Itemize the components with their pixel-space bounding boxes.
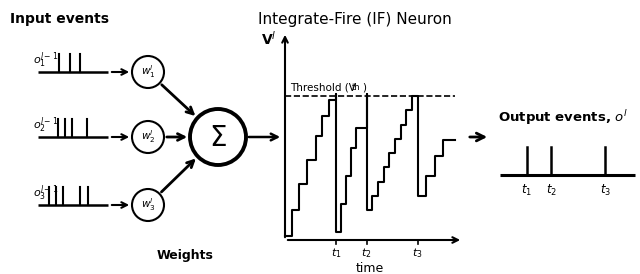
Text: th: th: [352, 83, 360, 92]
Text: $w_2^l$: $w_2^l$: [141, 129, 155, 145]
Text: Integrate-Fire (IF) Neuron: Integrate-Fire (IF) Neuron: [258, 12, 452, 27]
Text: $t_1$: $t_1$: [522, 183, 532, 198]
Text: ): ): [362, 82, 366, 92]
Text: $t_2$: $t_2$: [546, 183, 557, 198]
Text: $w_1^l$: $w_1^l$: [141, 64, 156, 80]
Text: $\Sigma$: $\Sigma$: [209, 124, 227, 152]
Text: $t_1$: $t_1$: [331, 246, 341, 260]
Circle shape: [132, 121, 164, 153]
Circle shape: [190, 109, 246, 165]
Text: $o_2^{l-1}$: $o_2^{l-1}$: [33, 115, 58, 135]
Text: $w_3^l$: $w_3^l$: [141, 197, 156, 213]
Text: $t_3$: $t_3$: [600, 183, 611, 198]
Text: $o_3^{l-1}$: $o_3^{l-1}$: [33, 183, 58, 202]
Text: time: time: [356, 262, 384, 274]
Circle shape: [132, 189, 164, 221]
Text: $\mathbf{V}^l$: $\mathbf{V}^l$: [262, 30, 277, 48]
Text: $t_2$: $t_2$: [362, 246, 372, 260]
Text: $o_1^{l-1}$: $o_1^{l-1}$: [33, 50, 58, 70]
Circle shape: [132, 56, 164, 88]
Text: Output events, $o^l$: Output events, $o^l$: [498, 108, 628, 127]
Text: Weights: Weights: [157, 249, 213, 262]
Text: Threshold (V: Threshold (V: [290, 82, 356, 92]
Text: $t_3$: $t_3$: [412, 246, 423, 260]
Text: Input events: Input events: [10, 12, 109, 26]
